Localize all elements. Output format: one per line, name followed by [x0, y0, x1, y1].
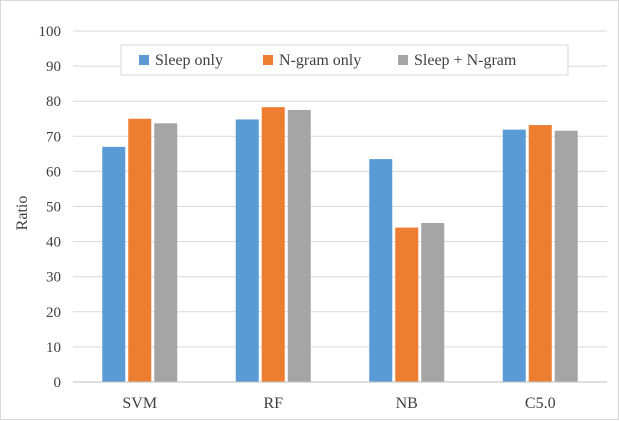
- x-category-label: RF: [263, 395, 283, 412]
- legend-swatch: [263, 55, 273, 65]
- legend: Sleep only N-gram only Sleep + N-gram: [120, 44, 569, 76]
- y-tick-label: 50: [46, 200, 61, 216]
- y-tick-label: 10: [46, 340, 61, 356]
- y-tick-label: 40: [46, 235, 61, 251]
- y-axis-title: Ratio: [14, 196, 31, 231]
- bar-svm-sleep-only: [102, 146, 126, 382]
- bar-svm-n-gram-only: [128, 118, 152, 382]
- legend-label: Sleep only: [155, 52, 223, 69]
- x-category-label: C5.0: [525, 395, 556, 412]
- bar-c50-sleep-only: [502, 129, 526, 382]
- y-tick-label: 20: [46, 305, 61, 321]
- bar-nb-sleep-n-gram: [421, 222, 445, 382]
- y-tick-label: 0: [54, 375, 62, 391]
- axes: 0 10 20 30 40 50 60 70 80 90 100 SVM RF NB C5.0: [39, 24, 607, 412]
- legend-label: N-gram only: [279, 52, 361, 69]
- bars: [102, 107, 578, 383]
- gridlines: [73, 30, 607, 348]
- bar-rf-sleep-only: [235, 119, 259, 383]
- bar-nb-n-gram-only: [395, 227, 419, 382]
- y-tick-label: 30: [46, 270, 61, 286]
- y-tick-label: 70: [46, 129, 61, 145]
- x-category-label: SVM: [122, 395, 157, 412]
- legend-box: [120, 44, 569, 76]
- legend-swatch: [139, 55, 149, 65]
- legend-label: Sleep + N-gram: [414, 52, 517, 69]
- bar-svm-sleep-n-gram: [154, 123, 178, 383]
- bar-nb-sleep-only: [369, 159, 393, 382]
- bar-c50-n-gram-only: [528, 125, 552, 383]
- x-category-label: NB: [396, 395, 418, 412]
- bar-rf-sleep-n-gram: [287, 109, 311, 382]
- legend-swatch: [398, 55, 408, 65]
- y-tick-label: 100: [39, 24, 62, 40]
- y-tick-label: 90: [46, 59, 61, 75]
- y-tick-label: 60: [46, 164, 61, 180]
- bar-rf-n-gram-only: [261, 107, 285, 383]
- bar-c50-sleep-n-gram: [554, 130, 578, 382]
- y-tick-label: 80: [46, 94, 61, 110]
